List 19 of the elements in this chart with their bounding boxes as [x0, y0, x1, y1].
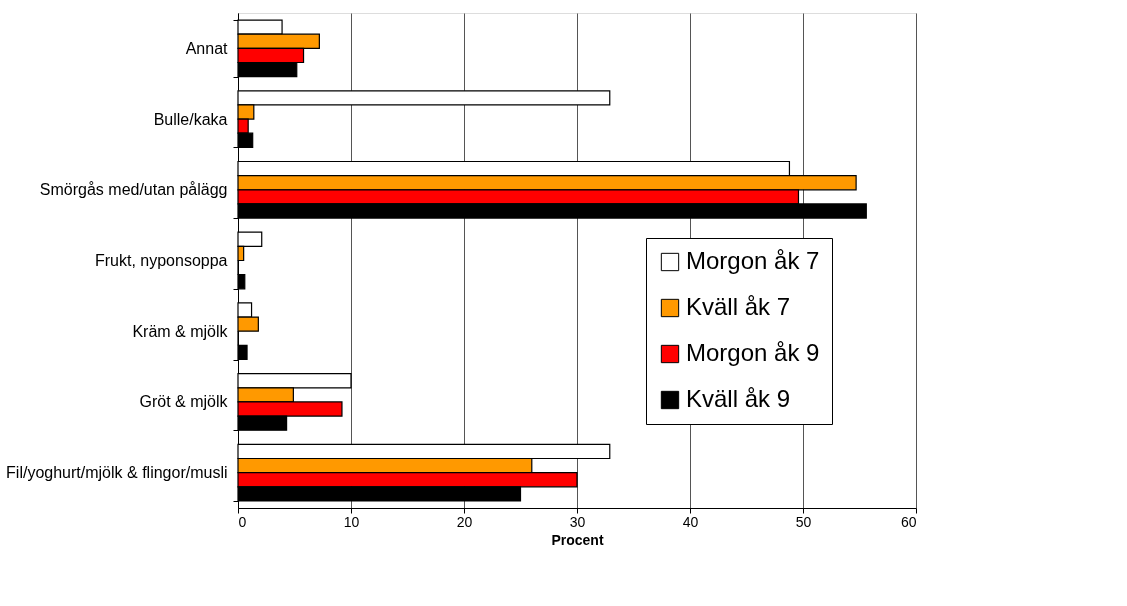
y-tick-label: Smörgås med/utan pålägg	[39, 181, 228, 199]
x-tick-label: 50	[795, 513, 812, 530]
x-tick-label: 60	[900, 513, 917, 530]
y-tick-label: Annat	[185, 39, 229, 57]
y-tick-label: Fil/yoghurt/mjölk & flingor/musli	[6, 464, 228, 482]
y-tick-label: Gröt & mjölk	[139, 393, 229, 411]
x-axis-title: Procent	[551, 531, 604, 548]
legend-label: Morgon åk 9	[686, 339, 820, 366]
x-tick-label: 40	[682, 513, 699, 530]
legend-label: Morgon åk 7	[686, 247, 820, 274]
x-tick-label: 10	[343, 513, 360, 530]
legend-label: Kväll åk 7	[686, 293, 791, 320]
x-tick-label: 30	[569, 513, 586, 530]
x-tick-label: 20	[456, 513, 473, 530]
legend-label: Kväll åk 9	[686, 385, 791, 412]
y-tick-label: Bulle/kaka	[153, 110, 228, 128]
x-tick-label: 0	[238, 513, 247, 530]
y-tick-label: Frukt, nyponsoppa	[94, 252, 228, 269]
y-tick-label: Kräm & mjölk	[132, 322, 229, 340]
